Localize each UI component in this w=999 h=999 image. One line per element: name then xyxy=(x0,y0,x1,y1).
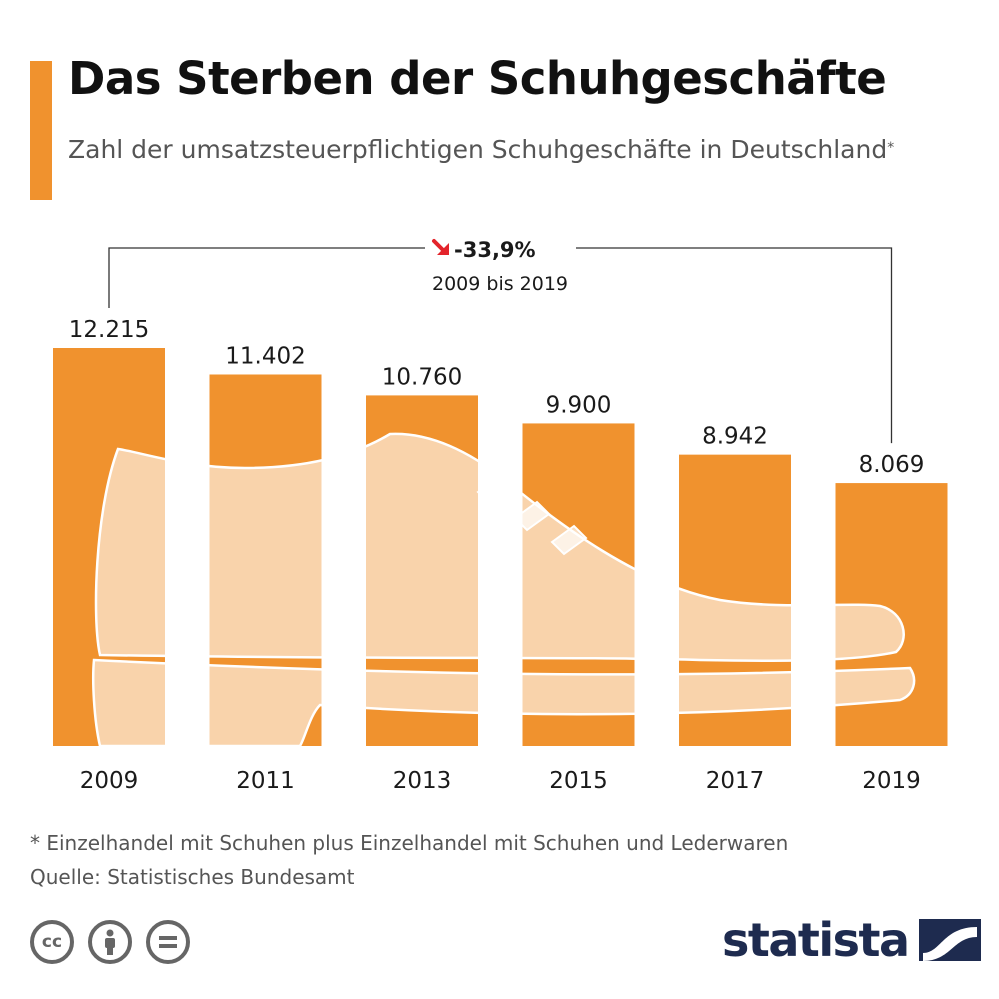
equals-icon-glyph xyxy=(159,936,177,948)
statista-wordmark: statista xyxy=(722,913,910,967)
value-label-2015: 9.900 xyxy=(546,392,612,418)
change-period-label: 2009 bis 2019 xyxy=(432,273,568,295)
shoe-sole-fill xyxy=(93,660,915,746)
down-arrow-icon xyxy=(432,239,449,255)
category-label-2015: 2015 xyxy=(549,768,608,794)
source-text: Quelle: Statistisches Bundesamt xyxy=(30,865,355,889)
person-icon[interactable] xyxy=(88,920,132,964)
shoe-illustration xyxy=(92,432,916,748)
change-percent-label: -33,9% xyxy=(454,238,536,262)
bar-chart: 12.215 2009 11.402 2011 10.760 2013 9.900 2015 8… xyxy=(53,238,948,794)
category-label-2013: 2013 xyxy=(393,768,452,794)
page-subtitle: Zahl der umsatzsteuerpflichtigen Schuhge… xyxy=(68,132,948,168)
shoe-lace-2 xyxy=(513,500,551,532)
person-icon-glyph xyxy=(105,929,115,955)
equals-icon[interactable] xyxy=(146,920,190,964)
page-title: Das Sterben der Schuhgeschäfte xyxy=(68,52,887,105)
statista-logo-icon xyxy=(918,919,981,961)
shoe-lace-1 xyxy=(476,474,514,506)
category-label-2009: 2009 xyxy=(80,768,139,794)
down-arrow-icon-head xyxy=(437,243,449,255)
category-label-2019: 2019 xyxy=(862,768,921,794)
change-bracket xyxy=(108,247,893,444)
value-label-2013: 10.760 xyxy=(382,364,462,390)
change-annotation: -33,9% 2009 bis 2019 xyxy=(432,238,568,295)
labels-layer: 12.215 2009 11.402 2011 10.760 2013 9.900 2015 8… xyxy=(69,317,925,794)
subtitle-text: Zahl der umsatzsteuerpflichtigen Schuhge… xyxy=(68,135,888,164)
cc-icon[interactable]: cc xyxy=(30,920,74,964)
shoe-sole-outline xyxy=(92,658,916,748)
value-label-2009: 12.215 xyxy=(69,317,149,343)
shoe-upper-fill xyxy=(95,433,904,661)
license-icons: cc xyxy=(30,920,190,964)
subtitle-footnote-mark: * xyxy=(887,140,895,156)
category-label-2011: 2011 xyxy=(236,768,295,794)
value-label-2019: 8.069 xyxy=(859,452,925,478)
title-accent-bar xyxy=(30,61,52,200)
statista-logo[interactable]: statista xyxy=(722,913,981,967)
footnote-block: * Einzelhandel mit Schuhen plus Einzelha… xyxy=(30,826,788,894)
shoe-upper-outline xyxy=(94,432,905,662)
category-label-2017: 2017 xyxy=(706,768,765,794)
value-label-2011: 11.402 xyxy=(225,343,305,369)
footnote-text: * Einzelhandel mit Schuhen plus Einzelha… xyxy=(30,831,789,855)
shoe-lace-3 xyxy=(550,524,588,556)
value-label-2017: 8.942 xyxy=(702,424,768,450)
